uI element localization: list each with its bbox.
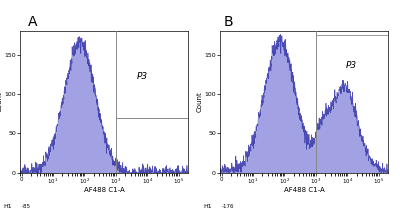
Y-axis label: Count: Count (0, 92, 3, 112)
X-axis label: AF488 C1-A: AF488 C1-A (284, 187, 324, 193)
Text: B: B (224, 15, 234, 28)
X-axis label: AF488 C1-A: AF488 C1-A (84, 187, 124, 193)
Text: -85: -85 (22, 204, 31, 208)
Y-axis label: Count: Count (197, 92, 203, 112)
Text: H1: H1 (203, 204, 212, 208)
Text: H1: H1 (3, 204, 12, 208)
Text: P3: P3 (137, 72, 148, 81)
Text: P3: P3 (346, 61, 357, 70)
Text: -176: -176 (222, 204, 234, 208)
Text: A: A (28, 15, 38, 28)
